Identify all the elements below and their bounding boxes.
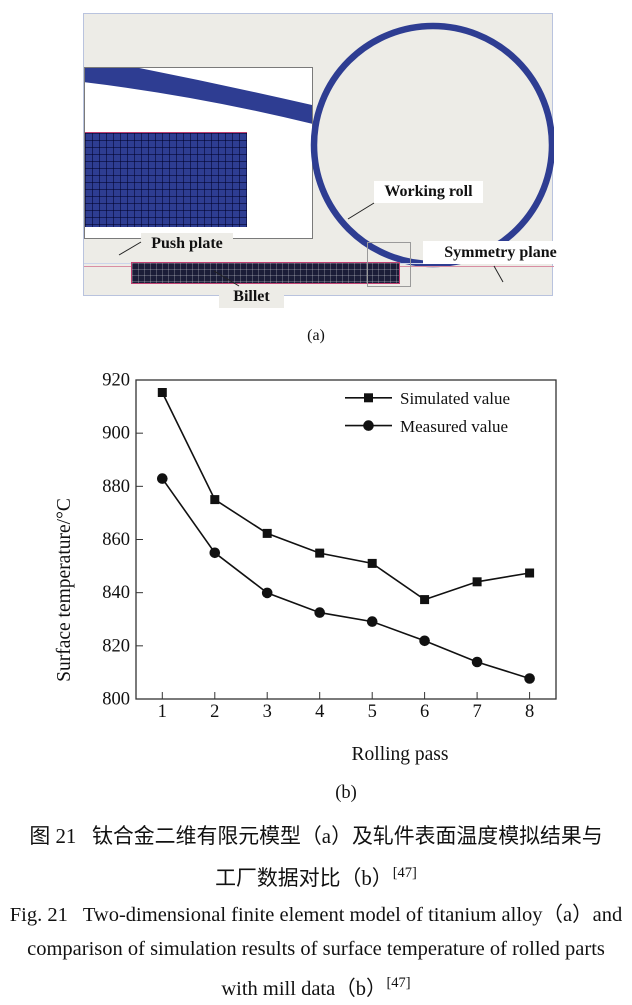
svg-text:2: 2 bbox=[210, 702, 219, 722]
svg-text:1: 1 bbox=[158, 702, 167, 722]
svg-text:7: 7 bbox=[472, 702, 481, 722]
svg-text:Surface temperature/°C: Surface temperature/°C bbox=[54, 498, 75, 682]
svg-text:820: 820 bbox=[102, 636, 130, 656]
svg-text:5: 5 bbox=[368, 702, 377, 722]
svg-text:(b): (b) bbox=[335, 783, 357, 803]
svg-text:3: 3 bbox=[263, 702, 272, 722]
svg-text:800: 800 bbox=[102, 690, 130, 710]
svg-text:6: 6 bbox=[420, 702, 429, 722]
svg-text:Rolling pass: Rolling pass bbox=[352, 744, 449, 765]
svg-text:Measured value: Measured value bbox=[400, 417, 508, 436]
svg-text:840: 840 bbox=[102, 583, 130, 603]
svg-text:8: 8 bbox=[525, 702, 534, 722]
svg-text:4: 4 bbox=[315, 702, 324, 722]
svg-text:880: 880 bbox=[102, 477, 130, 497]
svg-text:860: 860 bbox=[102, 530, 130, 550]
svg-text:920: 920 bbox=[102, 371, 130, 391]
svg-text:Simulated value: Simulated value bbox=[400, 389, 510, 408]
svg-text:900: 900 bbox=[102, 424, 130, 444]
